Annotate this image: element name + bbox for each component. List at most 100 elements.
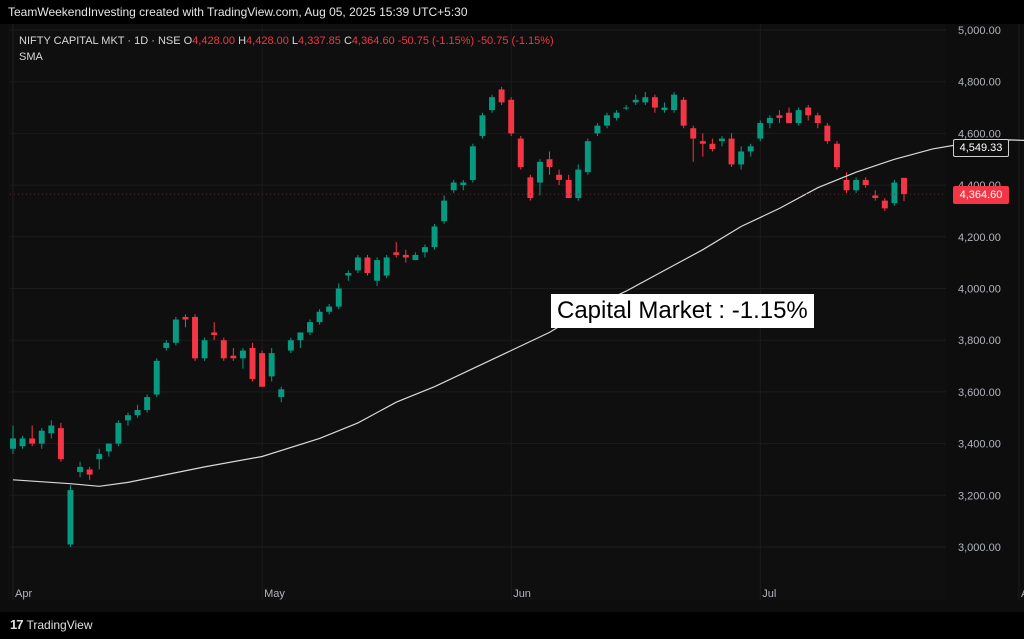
candle-body[interactable]: [220, 340, 227, 359]
candle-body[interactable]: [680, 99, 687, 126]
candle-body[interactable]: [441, 200, 448, 222]
candle-body[interactable]: [153, 360, 160, 395]
candle-body[interactable]: [77, 466, 84, 473]
candle-body[interactable]: [690, 128, 697, 139]
candle-body[interactable]: [881, 200, 888, 209]
candle-body[interactable]: [402, 254, 409, 258]
candle-body[interactable]: [48, 425, 55, 434]
candle-body[interactable]: [747, 146, 754, 152]
candle-body[interactable]: [431, 226, 438, 248]
candle-body[interactable]: [853, 179, 860, 191]
candle-body[interactable]: [786, 112, 793, 124]
candle-body[interactable]: [374, 260, 381, 281]
candle-body[interactable]: [632, 99, 639, 103]
candle-body[interactable]: [124, 415, 131, 421]
candle-body[interactable]: [671, 94, 678, 111]
candle-body[interactable]: [105, 443, 112, 452]
candle-body[interactable]: [86, 469, 93, 475]
sma-line[interactable]: [12, 139, 1024, 487]
candle-body[interactable]: [297, 332, 304, 341]
candle-body[interactable]: [460, 182, 467, 186]
candle-body[interactable]: [96, 453, 103, 460]
candle-body[interactable]: [536, 161, 543, 183]
candle-body[interactable]: [421, 247, 428, 253]
candle-body[interactable]: [862, 179, 869, 186]
candle-body[interactable]: [642, 97, 649, 103]
candle-body[interactable]: [584, 141, 591, 173]
candle-body[interactable]: [575, 169, 582, 199]
tradingview-logo-icon: 17: [10, 617, 24, 632]
candle-body[interactable]: [469, 146, 476, 180]
candle-body[interactable]: [776, 115, 783, 118]
candle-body[interactable]: [517, 138, 524, 168]
candle-body[interactable]: [67, 490, 74, 545]
candle-body[interactable]: [201, 340, 208, 359]
candle-body[interactable]: [565, 179, 572, 199]
candle-body[interactable]: [709, 143, 716, 149]
candle-body[interactable]: [182, 316, 189, 320]
candle-body[interactable]: [527, 177, 534, 199]
candle-body[interactable]: [843, 179, 850, 191]
candle-body[interactable]: [307, 322, 313, 333]
candle-body[interactable]: [651, 97, 658, 108]
candle-body[interactable]: [805, 107, 812, 116]
candle-body[interactable]: [833, 143, 840, 168]
candle-body[interactable]: [718, 138, 725, 142]
candle-body[interactable]: [335, 288, 342, 307]
candle-body[interactable]: [728, 138, 735, 165]
candle-body[interactable]: [498, 89, 505, 103]
candle-body[interactable]: [259, 353, 266, 387]
close-value: 4,364.60: [351, 35, 395, 47]
candle-body[interactable]: [326, 306, 333, 312]
candle-body[interactable]: [508, 99, 515, 134]
candle-body[interactable]: [345, 272, 352, 276]
candle-body[interactable]: [489, 97, 496, 111]
candle-body[interactable]: [316, 311, 323, 323]
candle-body[interactable]: [364, 257, 371, 273]
candle-body[interactable]: [556, 174, 563, 180]
candle-body[interactable]: [354, 257, 361, 271]
candle-body[interactable]: [594, 125, 601, 134]
candle-body[interactable]: [901, 177, 907, 195]
candle-body[interactable]: [192, 316, 199, 359]
candle-body[interactable]: [29, 438, 36, 444]
sma-indicator-label[interactable]: SMA: [19, 51, 43, 63]
candle-body[interactable]: [613, 112, 620, 118]
candle-body[interactable]: [814, 115, 821, 124]
candle-body[interactable]: [757, 123, 764, 139]
candle-body[interactable]: [10, 438, 16, 449]
candle-body[interactable]: [891, 182, 898, 204]
candle-body[interactable]: [172, 319, 179, 343]
candle-body[interactable]: [163, 342, 170, 348]
candle-body[interactable]: [249, 347, 256, 379]
candle-body[interactable]: [211, 332, 218, 336]
candle-body[interactable]: [824, 125, 831, 142]
candle-body[interactable]: [766, 117, 773, 124]
candle-body[interactable]: [412, 254, 419, 261]
candle-body[interactable]: [872, 195, 879, 199]
candle-body[interactable]: [239, 350, 246, 359]
candle-body[interactable]: [661, 107, 668, 111]
candle-body[interactable]: [57, 428, 64, 460]
candle-body[interactable]: [604, 115, 610, 126]
tradingview-logo[interactable]: 17 TradingView: [10, 617, 93, 632]
candle-body[interactable]: [795, 110, 802, 124]
candle-body[interactable]: [19, 438, 26, 447]
candle-body[interactable]: [383, 257, 390, 276]
candle-body[interactable]: [115, 422, 122, 444]
candle-body[interactable]: [623, 107, 630, 109]
candle-body[interactable]: [479, 115, 486, 136]
candle-body[interactable]: [268, 353, 275, 377]
candle-body[interactable]: [450, 182, 457, 191]
candle-body[interactable]: [144, 397, 151, 410]
candle-body[interactable]: [699, 141, 706, 144]
candle-body[interactable]: [738, 151, 745, 165]
candle-body[interactable]: [38, 430, 45, 444]
candle-body[interactable]: [393, 252, 400, 255]
candle-body[interactable]: [287, 340, 294, 351]
candle-body[interactable]: [278, 389, 285, 398]
candle-body[interactable]: [230, 355, 237, 359]
candle-body[interactable]: [134, 409, 141, 416]
candle-body[interactable]: [546, 159, 553, 168]
